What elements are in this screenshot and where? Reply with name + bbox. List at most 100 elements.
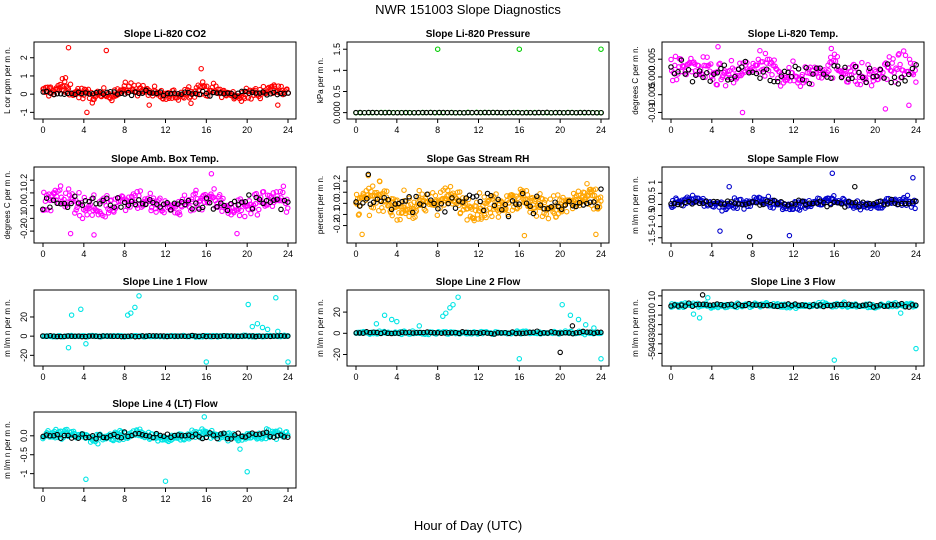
panel-title: Slope Li-820 Temp. bbox=[748, 29, 839, 40]
data-point bbox=[483, 214, 489, 221]
data-point bbox=[904, 192, 911, 199]
data-point bbox=[703, 198, 710, 205]
data-point bbox=[128, 92, 135, 99]
data-point bbox=[239, 433, 245, 440]
data-point bbox=[860, 302, 866, 309]
data-point bbox=[249, 333, 256, 339]
data-point bbox=[476, 190, 483, 196]
data-point bbox=[755, 56, 762, 63]
data-point bbox=[160, 333, 167, 339]
data-point bbox=[431, 330, 438, 336]
data-point bbox=[419, 191, 425, 197]
data-point bbox=[125, 199, 131, 205]
data-point bbox=[519, 191, 525, 198]
data-point bbox=[718, 65, 724, 72]
data-point bbox=[89, 212, 95, 218]
data-point bbox=[356, 211, 362, 217]
y-tick-label: -0.2 bbox=[19, 223, 29, 239]
data-point bbox=[246, 192, 252, 198]
data-point bbox=[89, 433, 96, 439]
data-point bbox=[703, 63, 709, 69]
data-point bbox=[246, 90, 252, 96]
data-point bbox=[139, 201, 146, 207]
data-point bbox=[81, 194, 88, 201]
data-point bbox=[118, 333, 125, 340]
data-point bbox=[394, 318, 400, 325]
data-point bbox=[206, 200, 213, 206]
data-point bbox=[806, 80, 813, 87]
data-point bbox=[120, 194, 126, 200]
data-point bbox=[834, 53, 841, 60]
x-tick-label: 8 bbox=[750, 125, 755, 135]
data-point bbox=[203, 333, 209, 340]
data-point bbox=[278, 206, 284, 213]
data-point bbox=[746, 233, 753, 240]
data-point bbox=[438, 200, 445, 207]
x-tick-label: 8 bbox=[122, 372, 127, 382]
data-point bbox=[523, 330, 529, 336]
data-point bbox=[376, 178, 383, 184]
data-point bbox=[82, 333, 89, 340]
x-tick-label: 20 bbox=[242, 372, 252, 382]
data-point bbox=[111, 204, 117, 210]
data-point bbox=[895, 302, 902, 308]
data-point bbox=[79, 431, 86, 437]
data-point bbox=[402, 198, 409, 204]
data-point bbox=[256, 206, 262, 213]
data-point bbox=[157, 204, 163, 210]
data-point bbox=[260, 83, 267, 90]
data-point bbox=[435, 206, 441, 212]
data-point bbox=[721, 62, 728, 68]
data-point bbox=[136, 430, 142, 437]
data-point bbox=[764, 198, 770, 204]
y-tick-label: -20 bbox=[19, 349, 29, 362]
data-point bbox=[906, 102, 912, 109]
data-point bbox=[700, 74, 706, 81]
data-point bbox=[43, 432, 50, 438]
data-point bbox=[283, 428, 290, 435]
data-point bbox=[445, 192, 452, 199]
data-point bbox=[146, 90, 153, 96]
data-point bbox=[214, 204, 220, 210]
data-point bbox=[381, 312, 388, 319]
y-tick-label: 0 bbox=[332, 331, 342, 336]
data-point bbox=[196, 91, 203, 98]
data-point bbox=[816, 196, 823, 202]
data-point bbox=[61, 200, 68, 207]
data-point bbox=[799, 302, 805, 308]
panel-4: Slope Amb. Box Temp. degrees C per m n. 0 4… bbox=[3, 154, 297, 259]
data-point bbox=[54, 333, 61, 340]
y-tick-label: -0.1 bbox=[19, 211, 29, 227]
y-axis-label: m l/m n per m n. bbox=[631, 299, 640, 357]
data-point bbox=[118, 90, 125, 97]
x-tick-label: 8 bbox=[435, 249, 440, 259]
data-point bbox=[224, 207, 231, 214]
data-point bbox=[270, 190, 277, 196]
x-tick-label: 20 bbox=[242, 125, 252, 135]
data-point bbox=[114, 333, 121, 340]
data-point bbox=[527, 203, 533, 210]
data-point bbox=[459, 329, 466, 335]
data-point bbox=[40, 89, 46, 95]
data-point bbox=[157, 195, 163, 201]
data-point bbox=[256, 90, 263, 96]
data-point bbox=[447, 305, 453, 311]
data-point bbox=[495, 330, 501, 336]
y-axis-label: kPa per m n. bbox=[316, 58, 325, 103]
data-point bbox=[365, 171, 372, 178]
data-point bbox=[668, 56, 674, 63]
data-point bbox=[771, 78, 777, 85]
data-point bbox=[237, 446, 243, 452]
y-tick-label: 10 bbox=[647, 291, 657, 301]
data-point bbox=[591, 325, 597, 331]
y-tick-label: -0.1 bbox=[332, 207, 342, 223]
data-point bbox=[207, 93, 213, 99]
data-point bbox=[675, 69, 681, 75]
data-point bbox=[587, 199, 593, 205]
data-point bbox=[515, 195, 521, 201]
data-point bbox=[686, 300, 692, 306]
data-point bbox=[221, 202, 227, 209]
data-point bbox=[59, 75, 66, 82]
data-point bbox=[552, 329, 558, 336]
